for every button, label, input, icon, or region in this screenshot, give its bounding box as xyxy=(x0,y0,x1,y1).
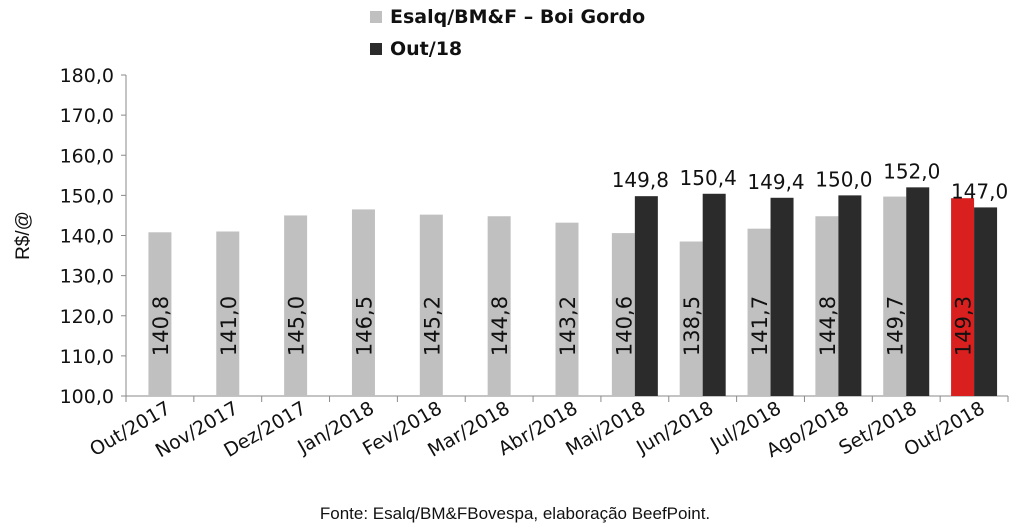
bar-label-out18: 150,4 xyxy=(680,166,737,190)
y-tick-label: 110,0 xyxy=(60,346,114,368)
bar-out18 xyxy=(838,195,862,396)
bar-boi-gordo xyxy=(951,198,975,396)
source-note: Fonte: Esalq/BM&FBovespa, elaboração Bee… xyxy=(319,504,711,523)
y-tick-label: 180,0 xyxy=(60,65,114,87)
bar-boi-gordo xyxy=(747,228,771,396)
bar-boi-gordo xyxy=(487,216,511,396)
y-tick-label: 130,0 xyxy=(60,266,114,288)
bar-out18 xyxy=(634,196,658,396)
bar-label-boi-gordo: 149,3 xyxy=(952,296,976,356)
bar-label-boi-gordo: 140,6 xyxy=(612,296,636,356)
bar-label-boi-gordo: 141,0 xyxy=(217,296,241,356)
bar-label-out18: 149,4 xyxy=(747,170,804,194)
legend-label-out18: Out/18 xyxy=(390,38,463,60)
bar-label-out18: 147,0 xyxy=(951,179,1008,203)
bar-boi-gordo xyxy=(883,196,907,396)
bar-boi-gordo xyxy=(419,214,443,396)
bar-label-out18: 150,0 xyxy=(815,167,872,191)
bar-label-boi-gordo: 138,5 xyxy=(680,296,704,356)
bar-label-boi-gordo: 140,8 xyxy=(149,296,173,356)
x-tick-label: Jun/2018 xyxy=(632,397,717,459)
bar-out18 xyxy=(906,187,930,396)
y-tick-label: 170,0 xyxy=(60,105,114,127)
legend-item-boi-gordo: Esalq/BM&F – Boi Gordo xyxy=(370,6,645,28)
bar-boi-gordo xyxy=(351,209,375,396)
bar-out18 xyxy=(770,197,794,396)
bar-boi-gordo xyxy=(148,232,172,396)
y-tick-label: 150,0 xyxy=(60,185,114,207)
bar-label-boi-gordo: 141,7 xyxy=(748,296,772,356)
bar-label-boi-gordo: 143,2 xyxy=(556,296,580,356)
y-tick-label: 120,0 xyxy=(60,306,114,328)
bar-label-out18: 152,0 xyxy=(883,159,940,183)
bar-label-boi-gordo: 145,0 xyxy=(285,296,309,356)
y-axis-title: R$/@ xyxy=(13,211,34,260)
bar-boi-gordo xyxy=(815,216,839,396)
bar-boi-gordo xyxy=(216,231,240,396)
bar-label-boi-gordo: 144,8 xyxy=(816,296,840,356)
bar-boi-gordo xyxy=(284,215,308,396)
legend-label-boi-gordo: Esalq/BM&F – Boi Gordo xyxy=(390,6,646,28)
bar-boi-gordo xyxy=(555,222,579,396)
bar-label-boi-gordo: 149,7 xyxy=(884,296,908,356)
bar-label-boi-gordo: 145,2 xyxy=(420,296,444,356)
bar-label-boi-gordo: 146,5 xyxy=(352,296,376,356)
legend-swatch-boi-gordo xyxy=(370,11,382,23)
bar-boi-gordo xyxy=(679,241,703,396)
y-tick-label: 100,0 xyxy=(60,386,114,408)
bar-label-boi-gordo: 144,8 xyxy=(488,296,512,356)
bar-out18 xyxy=(974,207,998,396)
legend-swatch-out18 xyxy=(370,43,382,55)
y-tick-label: 160,0 xyxy=(60,145,114,167)
y-tick-label: 140,0 xyxy=(60,226,114,248)
bar-label-out18: 149,8 xyxy=(612,168,669,192)
legend-item-out18: Out/18 xyxy=(370,38,462,60)
bar-boi-gordo xyxy=(611,233,635,396)
bar-out18 xyxy=(702,193,726,396)
bar-chart: 100,0 110,0 120,0 130,0 140,0 150,0 160,0 170,0… xyxy=(13,65,1009,462)
